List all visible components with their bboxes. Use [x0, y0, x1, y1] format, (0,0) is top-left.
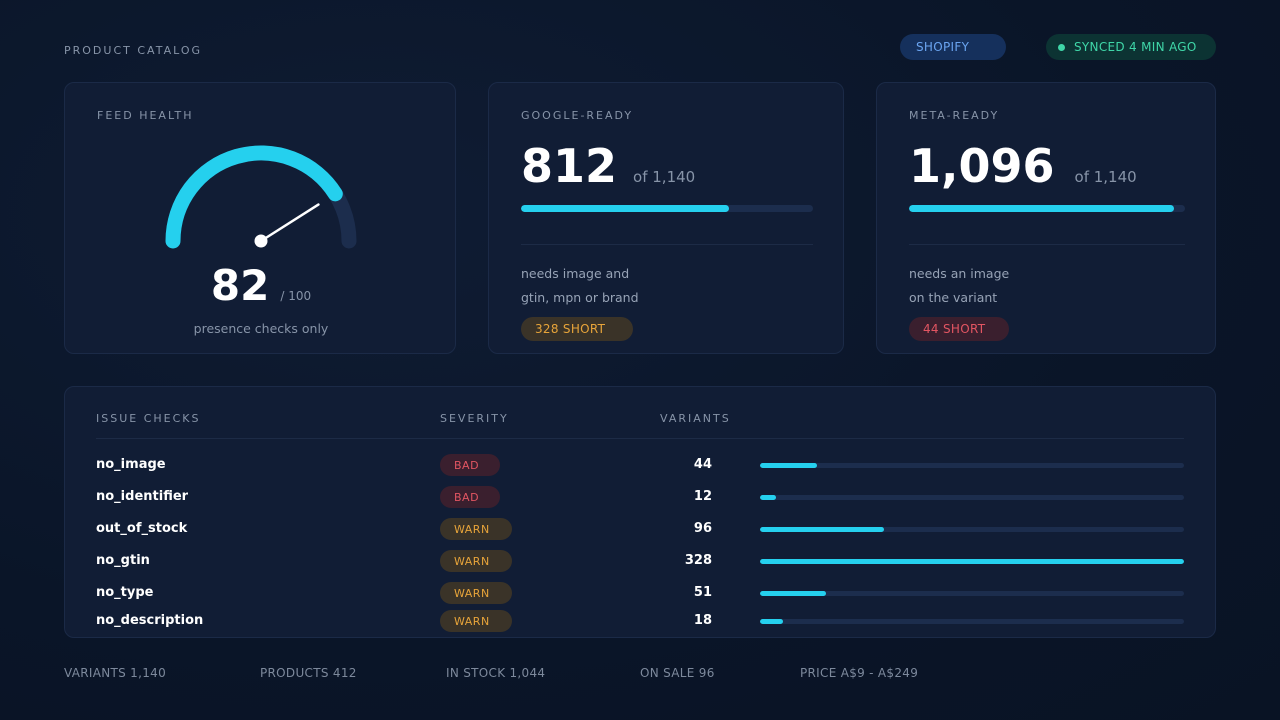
- feed-health-gauge: [165, 145, 357, 249]
- severity-badge: BAD: [440, 454, 500, 476]
- google-ready-progress: [521, 205, 813, 212]
- meta-divider: [909, 244, 1185, 245]
- feed-health-score: 82 / 100: [65, 265, 457, 307]
- google-ready-total: of 1,140: [633, 168, 696, 186]
- variant-bar-fill: [760, 591, 826, 596]
- google-ready-count: 812 of 1,140: [521, 143, 695, 189]
- variant-bar-fill: [760, 463, 817, 468]
- issue-name-no-identifier: no_identifier: [96, 489, 189, 504]
- severity-badge: WARN: [440, 550, 512, 572]
- table-header-divider: [96, 438, 1184, 439]
- score-value: 82: [210, 261, 270, 310]
- meta-short-badge: 44 SHORT: [909, 317, 1009, 341]
- google-divider: [521, 244, 813, 245]
- issue-checks-card: [64, 386, 1216, 638]
- platform-badge[interactable]: SHOPIFY: [900, 34, 1006, 60]
- google-ready-progress-fill: [521, 205, 729, 212]
- issue-name-no-image: no_image: [96, 457, 166, 472]
- gauge-track: [165, 145, 357, 249]
- meta-ready-progress: [909, 205, 1185, 212]
- variant-bar-track: [760, 495, 1184, 500]
- gauge-fill: [165, 145, 343, 249]
- footer-variants: VARIANTS 1,140: [64, 666, 167, 680]
- variant-count: 18: [693, 613, 712, 628]
- variant-bar-fill: [760, 527, 885, 532]
- page-title: PRODUCT CATALOG: [64, 44, 203, 57]
- issue-name-no-description: no_description: [96, 613, 204, 628]
- sync-status-badge: SYNCED 4 MIN AGO: [1046, 34, 1216, 60]
- sync-status-text: SYNCED 4 MIN AGO: [1074, 40, 1197, 54]
- variant-count: 96: [693, 521, 712, 536]
- meta-ready-value: 1,096: [909, 139, 1055, 193]
- feed-health-card: FEED HEALTH 82 / 100 presence checks onl…: [64, 82, 456, 354]
- footer-in-stock: IN STOCK 1,044: [446, 666, 546, 680]
- meta-ready-card: META-READY 1,096 of 1,140 needs an image…: [876, 82, 1216, 354]
- meta-ready-total: of 1,140: [1074, 168, 1137, 186]
- variant-bar-fill: [760, 559, 1184, 564]
- variant-count: 328: [684, 553, 712, 568]
- variant-bar-track: [760, 559, 1184, 564]
- variant-bar-track: [760, 527, 1184, 532]
- variant-bar-track: [760, 619, 1184, 624]
- meta-note-line1: needs an image: [909, 266, 1010, 281]
- meta-ready-count: 1,096 of 1,140: [909, 143, 1137, 189]
- variant-count: 44: [693, 457, 712, 472]
- status-dot-icon: [1058, 43, 1065, 51]
- meta-ready-progress-fill: [909, 205, 1175, 212]
- variant-bar-fill: [760, 619, 784, 624]
- severity-badge: WARN: [440, 610, 512, 632]
- meta-ready-label: META-READY: [909, 109, 1000, 122]
- col-header-issue: ISSUE CHECKS: [96, 412, 201, 425]
- gauge-needle: [259, 203, 320, 243]
- issue-name-out-of-stock: out_of_stock: [96, 521, 188, 536]
- gauge-pivot: [254, 234, 268, 248]
- variant-count: 12: [693, 489, 712, 504]
- variant-bar-fill: [760, 495, 776, 500]
- issue-name-no-type: no_type: [96, 585, 154, 600]
- google-note-line2: gtin, mpn or brand: [521, 290, 639, 305]
- google-ready-card: GOOGLE-READY 812 of 1,140 needs image an…: [488, 82, 844, 354]
- google-note-line1: needs image and: [521, 266, 630, 281]
- col-header-severity: SEVERITY: [440, 412, 509, 425]
- footer-price-range: PRICE A$9 - A$249: [800, 666, 919, 680]
- issue-name-no-gtin: no_gtin: [96, 553, 150, 568]
- severity-badge: WARN: [440, 582, 512, 604]
- footer-products: PRODUCTS 412: [260, 666, 357, 680]
- meta-note-line2: on the variant: [909, 290, 998, 305]
- google-short-badge: 328 SHORT: [521, 317, 633, 341]
- feed-health-note: presence checks only: [193, 321, 329, 336]
- variant-count: 51: [693, 585, 712, 600]
- score-max: / 100: [280, 289, 312, 303]
- variant-bar-track: [760, 591, 1184, 596]
- footer-on-sale: ON SALE 96: [640, 666, 715, 680]
- google-ready-value: 812: [521, 139, 618, 193]
- feed-health-label: FEED HEALTH: [97, 109, 194, 122]
- google-ready-label: GOOGLE-READY: [521, 109, 634, 122]
- variant-bar-track: [760, 463, 1184, 468]
- severity-badge: BAD: [440, 486, 500, 508]
- col-header-variants: VARIANTS: [660, 412, 731, 425]
- severity-badge: WARN: [440, 518, 512, 540]
